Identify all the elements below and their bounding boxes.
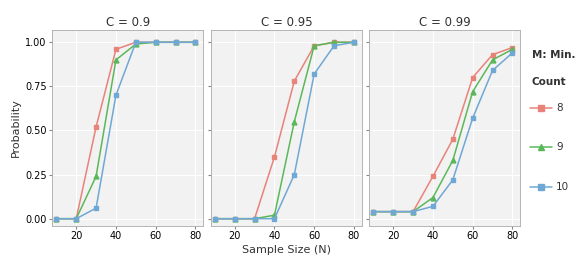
10 <box>370 210 377 213</box>
8 <box>489 53 496 56</box>
Y-axis label: Probability: Probability <box>11 98 21 157</box>
Line: 10: 10 <box>54 40 198 221</box>
10 <box>192 41 199 44</box>
8 <box>192 41 199 44</box>
10 <box>410 210 417 213</box>
9 <box>370 210 377 213</box>
8 <box>449 138 456 141</box>
8 <box>311 44 318 47</box>
9 <box>430 196 436 199</box>
9 <box>172 41 179 44</box>
10 <box>132 41 139 44</box>
10 <box>350 41 357 44</box>
9 <box>489 58 496 61</box>
8 <box>469 76 476 79</box>
9 <box>311 44 318 47</box>
8 <box>509 46 516 49</box>
10 <box>53 217 60 220</box>
10 <box>489 69 496 72</box>
8 <box>410 210 417 213</box>
8 <box>53 217 60 220</box>
10 <box>231 217 238 220</box>
10 <box>430 205 436 208</box>
8 <box>152 41 159 44</box>
Line: 8: 8 <box>54 40 198 221</box>
9 <box>53 217 60 220</box>
8 <box>73 217 80 220</box>
9 <box>390 210 397 213</box>
Line: 10: 10 <box>371 50 515 214</box>
8 <box>350 41 357 44</box>
Line: 8: 8 <box>371 45 515 214</box>
X-axis label: Sample Size (N): Sample Size (N) <box>242 246 331 255</box>
8 <box>370 210 377 213</box>
9 <box>132 42 139 46</box>
9 <box>73 217 80 220</box>
Title: C = 0.99: C = 0.99 <box>419 16 471 29</box>
9 <box>152 41 159 44</box>
8 <box>331 41 338 44</box>
10 <box>93 206 100 210</box>
10 <box>469 116 476 120</box>
Text: 10: 10 <box>556 182 569 191</box>
9 <box>410 210 417 213</box>
10 <box>331 44 338 47</box>
10 <box>112 94 119 97</box>
10 <box>73 217 80 220</box>
Text: 8: 8 <box>556 103 563 113</box>
Text: 9: 9 <box>556 143 563 152</box>
10 <box>449 178 456 181</box>
9 <box>509 48 516 51</box>
9 <box>231 217 238 220</box>
Line: 10: 10 <box>212 40 356 221</box>
9 <box>93 175 100 178</box>
9 <box>291 120 298 123</box>
8 <box>211 217 218 220</box>
10 <box>152 41 159 44</box>
8 <box>132 41 139 44</box>
9 <box>271 214 278 217</box>
9 <box>469 90 476 93</box>
8 <box>93 125 100 129</box>
10 <box>251 217 258 220</box>
Line: 8: 8 <box>212 40 356 221</box>
8 <box>291 79 298 83</box>
Line: 9: 9 <box>212 40 356 221</box>
9 <box>449 159 456 162</box>
10 <box>311 72 318 76</box>
10 <box>271 217 278 220</box>
9 <box>192 41 199 44</box>
9 <box>211 217 218 220</box>
8 <box>251 217 258 220</box>
Title: C = 0.9: C = 0.9 <box>106 16 150 29</box>
8 <box>430 175 436 178</box>
10 <box>509 51 516 54</box>
8 <box>112 48 119 51</box>
Text: Count: Count <box>532 77 566 87</box>
8 <box>271 155 278 159</box>
10 <box>291 173 298 176</box>
10 <box>390 210 397 213</box>
8 <box>231 217 238 220</box>
10 <box>211 217 218 220</box>
Title: C = 0.95: C = 0.95 <box>261 16 312 29</box>
9 <box>112 58 119 61</box>
9 <box>331 41 338 44</box>
9 <box>350 41 357 44</box>
Line: 9: 9 <box>371 47 515 214</box>
10 <box>172 41 179 44</box>
8 <box>172 41 179 44</box>
Line: 9: 9 <box>54 40 198 221</box>
Text: M: Min.: M: Min. <box>532 50 575 60</box>
8 <box>390 210 397 213</box>
9 <box>251 217 258 220</box>
